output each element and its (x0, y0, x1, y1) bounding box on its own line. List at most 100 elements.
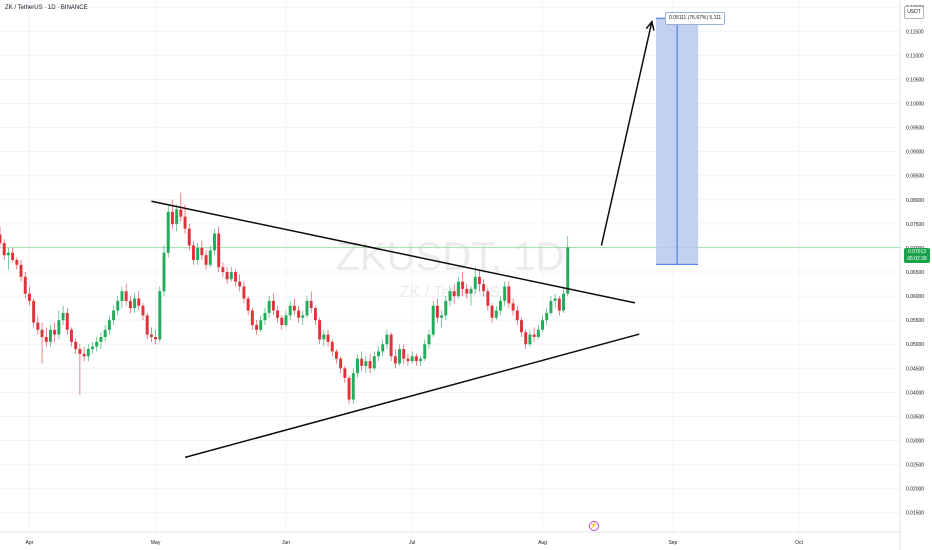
candle-down[interactable] (36, 315, 40, 335)
candle-up[interactable] (301, 310, 305, 325)
candle-body[interactable] (541, 320, 544, 330)
candle-down[interactable] (326, 329, 330, 347)
candle-down[interactable] (280, 315, 284, 330)
candle-up[interactable] (381, 339, 385, 357)
candle-down[interactable] (507, 281, 511, 309)
candle-body[interactable] (318, 320, 322, 340)
candle-down[interactable] (465, 284, 469, 299)
candle-up[interactable] (263, 308, 267, 325)
candle-down[interactable] (250, 308, 254, 330)
candle-body[interactable] (221, 267, 225, 273)
candle-up[interactable] (86, 344, 90, 362)
candle-up[interactable] (229, 267, 233, 282)
candle-body[interactable] (456, 281, 460, 297)
candle-body[interactable] (32, 300, 36, 323)
candle-body[interactable] (410, 356, 414, 362)
candle-body[interactable] (267, 300, 271, 313)
candle-body[interactable] (137, 298, 141, 306)
currency-badge[interactable]: USDT (904, 6, 924, 19)
candle-body[interactable] (44, 337, 48, 342)
candle-up[interactable] (91, 341, 94, 354)
candle-body[interactable] (53, 329, 57, 335)
projection-measure-label[interactable]: 0.05111 (76.67%) 5,111 (665, 12, 726, 25)
candle-down[interactable] (309, 291, 313, 313)
candle-body[interactable] (65, 312, 69, 330)
candle-body[interactable] (242, 286, 246, 299)
candle-body[interactable] (545, 312, 549, 321)
candle-body[interactable] (19, 264, 23, 277)
candle-body[interactable] (170, 211, 174, 224)
candle-body[interactable] (234, 272, 237, 282)
candle-down[interactable] (53, 322, 57, 342)
candle-body[interactable] (280, 317, 284, 325)
candle-body[interactable] (149, 334, 153, 338)
candle-body[interactable] (360, 358, 364, 366)
candle-body[interactable] (557, 298, 561, 311)
candle-up[interactable] (112, 305, 116, 325)
candle-down[interactable] (511, 298, 515, 316)
candle-up[interactable] (427, 329, 431, 350)
candle-body[interactable] (284, 315, 288, 325)
candle-down[interactable] (435, 298, 439, 323)
candle-body[interactable] (95, 341, 99, 347)
candle-body[interactable] (238, 281, 242, 287)
candle-body[interactable] (255, 324, 259, 330)
candle-body[interactable] (372, 356, 376, 369)
candle-body[interactable] (288, 305, 292, 316)
candle-down[interactable] (276, 305, 280, 323)
candle-down[interactable] (515, 305, 519, 325)
candle-body[interactable] (82, 353, 86, 357)
candle-body[interactable] (339, 358, 343, 369)
candle-body[interactable] (74, 341, 78, 350)
candle-up[interactable] (431, 300, 435, 338)
candle-down[interactable] (414, 353, 418, 366)
candle-down[interactable] (187, 223, 191, 251)
candle-body[interactable] (532, 334, 536, 338)
candle-up[interactable] (267, 296, 271, 318)
candle-up[interactable] (175, 204, 179, 232)
candle-body[interactable] (120, 291, 124, 301)
candle-up[interactable] (99, 332, 103, 350)
candle-body[interactable] (507, 286, 511, 304)
projection-arrow-shaft[interactable] (600, 21, 653, 246)
candle-down[interactable] (520, 317, 523, 338)
candle-down[interactable] (271, 293, 275, 316)
candle-body[interactable] (452, 291, 456, 297)
candle-down[interactable] (82, 346, 86, 362)
candle-body[interactable] (154, 337, 158, 340)
candle-up[interactable] (116, 296, 120, 316)
candle-down[interactable] (200, 240, 204, 260)
candle-body[interactable] (326, 334, 330, 342)
drawings[interactable] (151, 17, 699, 459)
candle-up[interactable] (423, 339, 427, 362)
candle-up[interactable] (133, 293, 137, 313)
candle-body[interactable] (503, 286, 507, 301)
candle-body[interactable] (528, 334, 532, 345)
candle-down[interactable] (2, 239, 6, 260)
candle-up[interactable] (208, 245, 212, 268)
candle-up[interactable] (528, 329, 532, 347)
candle-body[interactable] (549, 300, 553, 313)
candle-body[interactable] (48, 329, 52, 342)
candle-down[interactable] (65, 308, 69, 335)
candle-up[interactable] (158, 286, 162, 342)
candle-body[interactable] (179, 209, 183, 217)
candle-body[interactable] (246, 298, 250, 311)
candlesticks[interactable] (0, 192, 570, 405)
candle-body[interactable] (213, 233, 216, 251)
candle-up[interactable] (536, 324, 540, 340)
candle-down[interactable] (11, 247, 15, 263)
candle-down[interactable] (204, 250, 208, 270)
candle-down[interactable] (246, 296, 250, 316)
candle-down[interactable] (15, 257, 19, 270)
candle-down[interactable] (557, 296, 561, 316)
candle-body[interactable] (343, 368, 347, 378)
time-axis[interactable]: Apr May Jun Jul Aug Sep Oct (0, 531, 900, 546)
candle-body[interactable] (536, 329, 540, 338)
candle-down[interactable] (23, 272, 27, 299)
candle-body[interactable] (553, 298, 557, 301)
candle-body[interactable] (158, 291, 162, 340)
candle-body[interactable] (448, 291, 452, 301)
candle-up[interactable] (166, 204, 170, 258)
